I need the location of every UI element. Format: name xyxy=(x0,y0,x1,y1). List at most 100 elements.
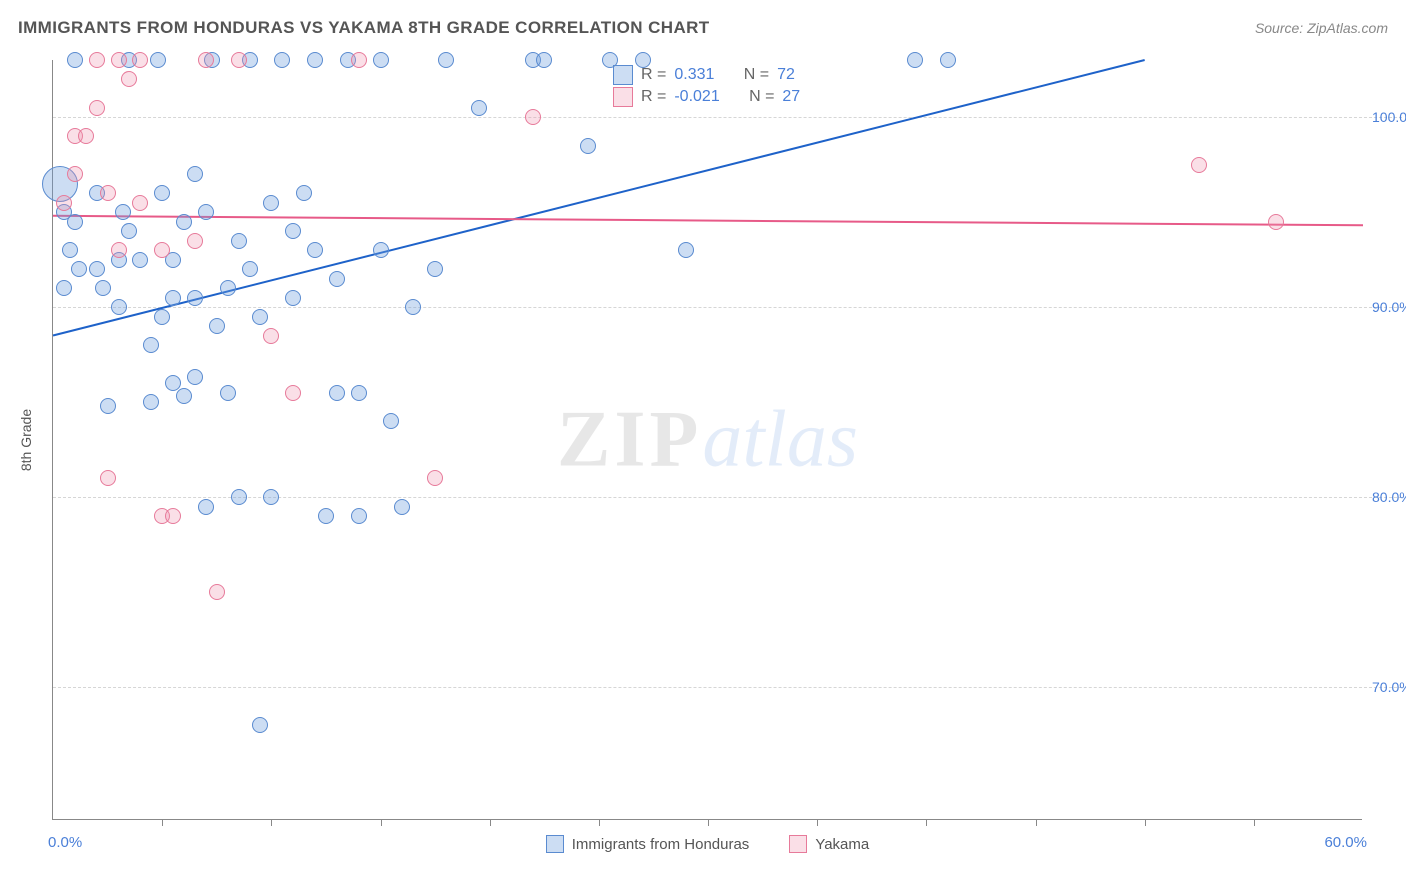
gridline-h xyxy=(53,687,1402,688)
data-point-honduras xyxy=(165,290,181,306)
data-point-yakama xyxy=(263,328,279,344)
corr-label-r: R = xyxy=(641,88,666,106)
data-point-honduras xyxy=(95,280,111,296)
corr-label-n: N = xyxy=(744,66,769,84)
legend-item-honduras: Immigrants from Honduras xyxy=(546,835,750,853)
data-point-honduras xyxy=(115,204,131,220)
data-point-honduras xyxy=(329,385,345,401)
data-point-yakama xyxy=(165,508,181,524)
data-point-yakama xyxy=(56,195,72,211)
data-point-honduras xyxy=(307,242,323,258)
corr-value-r: 0.331 xyxy=(674,66,714,84)
data-point-honduras xyxy=(373,52,389,68)
plot-area: ZIPatlas 100.0%90.0%80.0%70.0% R = 0.331… xyxy=(52,60,1362,820)
data-point-honduras xyxy=(132,252,148,268)
data-point-yakama xyxy=(187,233,203,249)
legend-label-yakama: Yakama xyxy=(815,836,869,853)
corr-label-n: N = xyxy=(749,88,774,106)
legend-swatch-honduras xyxy=(613,65,633,85)
data-point-yakama xyxy=(427,470,443,486)
data-point-honduras xyxy=(405,299,421,315)
data-point-honduras xyxy=(252,717,268,733)
data-point-honduras xyxy=(62,242,78,258)
data-point-yakama xyxy=(1191,157,1207,173)
data-point-yakama xyxy=(1268,214,1284,230)
data-point-honduras xyxy=(187,290,203,306)
data-point-yakama xyxy=(198,52,214,68)
corr-value-n: 27 xyxy=(782,88,800,106)
chart-title: IMMIGRANTS FROM HONDURAS VS YAKAMA 8TH G… xyxy=(18,18,710,38)
x-tick xyxy=(817,819,818,826)
data-point-honduras xyxy=(198,499,214,515)
data-point-honduras xyxy=(263,195,279,211)
data-point-yakama xyxy=(285,385,301,401)
data-point-honduras xyxy=(143,337,159,353)
correlation-legend: R = 0.331 N = 72 R = -0.021 N = 27 xyxy=(613,65,800,107)
data-point-honduras xyxy=(318,508,334,524)
data-point-honduras xyxy=(242,261,258,277)
trendline-yakama xyxy=(53,216,1363,226)
legend-item-yakama: Yakama xyxy=(789,835,869,853)
data-point-honduras xyxy=(427,261,443,277)
data-point-honduras xyxy=(536,52,552,68)
data-point-honduras xyxy=(263,489,279,505)
data-point-yakama xyxy=(100,470,116,486)
y-tick-label: 80.0% xyxy=(1372,489,1406,505)
data-point-honduras xyxy=(67,52,83,68)
data-point-yakama xyxy=(132,52,148,68)
trendlines-svg xyxy=(53,60,1362,819)
data-point-honduras xyxy=(56,280,72,296)
data-point-yakama xyxy=(89,100,105,116)
data-point-honduras xyxy=(121,223,137,239)
data-point-yakama xyxy=(121,71,137,87)
trendline-honduras xyxy=(53,60,1145,336)
data-point-yakama xyxy=(111,52,127,68)
data-point-honduras xyxy=(285,290,301,306)
corr-value-n: 72 xyxy=(777,66,795,84)
data-point-yakama xyxy=(209,584,225,600)
x-tick xyxy=(708,819,709,826)
data-point-yakama xyxy=(67,166,83,182)
data-point-yakama xyxy=(89,52,105,68)
y-tick-label: 90.0% xyxy=(1372,299,1406,315)
watermark-part1: ZIP xyxy=(557,395,702,483)
x-tick xyxy=(926,819,927,826)
series-legend: Immigrants from Honduras Yakama xyxy=(53,835,1362,853)
data-point-honduras xyxy=(678,242,694,258)
gridline-h xyxy=(53,307,1402,308)
data-point-honduras xyxy=(100,398,116,414)
data-point-yakama xyxy=(132,195,148,211)
data-point-honduras xyxy=(220,280,236,296)
data-point-honduras xyxy=(351,385,367,401)
data-point-honduras xyxy=(351,508,367,524)
data-point-honduras xyxy=(394,499,410,515)
corr-value-r: -0.021 xyxy=(674,88,719,106)
data-point-yakama xyxy=(78,128,94,144)
data-point-honduras xyxy=(329,271,345,287)
x-tick xyxy=(1036,819,1037,826)
data-point-honduras xyxy=(252,309,268,325)
data-point-yakama xyxy=(111,242,127,258)
x-tick xyxy=(1145,819,1146,826)
data-point-honduras xyxy=(940,52,956,68)
data-point-honduras xyxy=(907,52,923,68)
data-point-honduras xyxy=(285,223,301,239)
data-point-yakama xyxy=(231,52,247,68)
data-point-honduras xyxy=(150,52,166,68)
data-point-honduras xyxy=(231,233,247,249)
data-point-honduras xyxy=(231,489,247,505)
data-point-honduras xyxy=(89,261,105,277)
gridline-h xyxy=(53,117,1402,118)
data-point-honduras xyxy=(198,204,214,220)
data-point-honduras xyxy=(143,394,159,410)
corr-legend-row-yakama: R = -0.021 N = 27 xyxy=(613,87,800,107)
x-tick xyxy=(381,819,382,826)
legend-swatch-honduras xyxy=(546,835,564,853)
corr-label-r: R = xyxy=(641,66,666,84)
watermark-part2: atlas xyxy=(702,395,858,483)
data-point-honduras xyxy=(274,52,290,68)
x-tick xyxy=(1254,819,1255,826)
gridline-h xyxy=(53,497,1402,498)
data-point-honduras xyxy=(373,242,389,258)
data-point-honduras xyxy=(383,413,399,429)
